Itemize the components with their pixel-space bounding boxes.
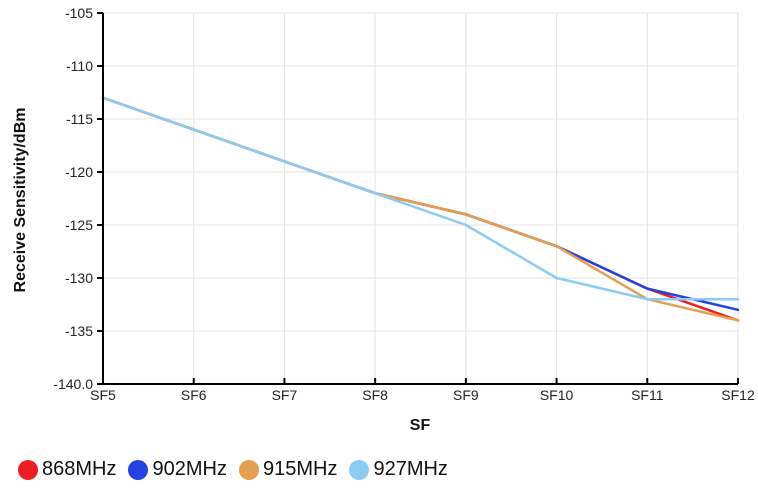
legend-swatch	[128, 459, 149, 480]
y-axis-title: Receive Sensitivity/dBm	[12, 108, 29, 293]
x-tick-label: SF9	[453, 387, 479, 403]
y-tick-label: -120	[65, 164, 93, 180]
legend-label: 868MHz	[42, 458, 117, 480]
y-tick-label: -125	[65, 217, 93, 233]
legend-label: 927MHz	[373, 458, 448, 480]
x-tick-label: SF6	[181, 387, 207, 403]
y-tick-label: -135	[65, 323, 93, 339]
legend: 868MHz 902MHz 915MHz 927MHz	[18, 458, 448, 481]
y-tick-label: -110	[66, 58, 93, 74]
legend-label: 902MHz	[152, 458, 227, 480]
legend-item-868mhz[interactable]: 868MHz	[18, 458, 116, 481]
y-axis-ticks: -105 -110 -115 -120 -125 -130 -135 -140.0	[53, 5, 103, 392]
legend-item-915mhz[interactable]: 915MHz	[238, 458, 338, 481]
y-tick-label: -140.0	[53, 376, 93, 392]
y-tick-label: -105	[65, 5, 93, 21]
x-axis-title: SF	[410, 417, 431, 434]
legend-item-902mhz[interactable]: 902MHz	[128, 458, 227, 481]
series-lines	[101, 96, 740, 322]
x-axis-ticks: SF5 SF6 SF7 SF8 SF9 SF10 SF11 SF12	[90, 378, 755, 403]
x-tick-label: SF12	[721, 387, 755, 403]
x-tick-label: SF10	[540, 387, 574, 403]
legend-swatch	[238, 459, 259, 480]
x-tick-label: SF7	[272, 387, 298, 403]
x-tick-label: SF5	[90, 387, 116, 403]
y-tick-label: -130	[65, 270, 93, 286]
legend-item-927mhz[interactable]: 927MHz	[349, 458, 448, 481]
legend-swatch	[349, 459, 370, 480]
legend-label: 915MHz	[262, 458, 338, 480]
y-tick-label: -115	[66, 111, 93, 127]
series-line-927mhz	[101, 96, 740, 301]
x-tick-label: SF11	[631, 387, 664, 403]
grid-lines	[103, 12, 739, 384]
x-tick-label: SF8	[362, 387, 388, 403]
legend-swatch	[18, 459, 38, 480]
